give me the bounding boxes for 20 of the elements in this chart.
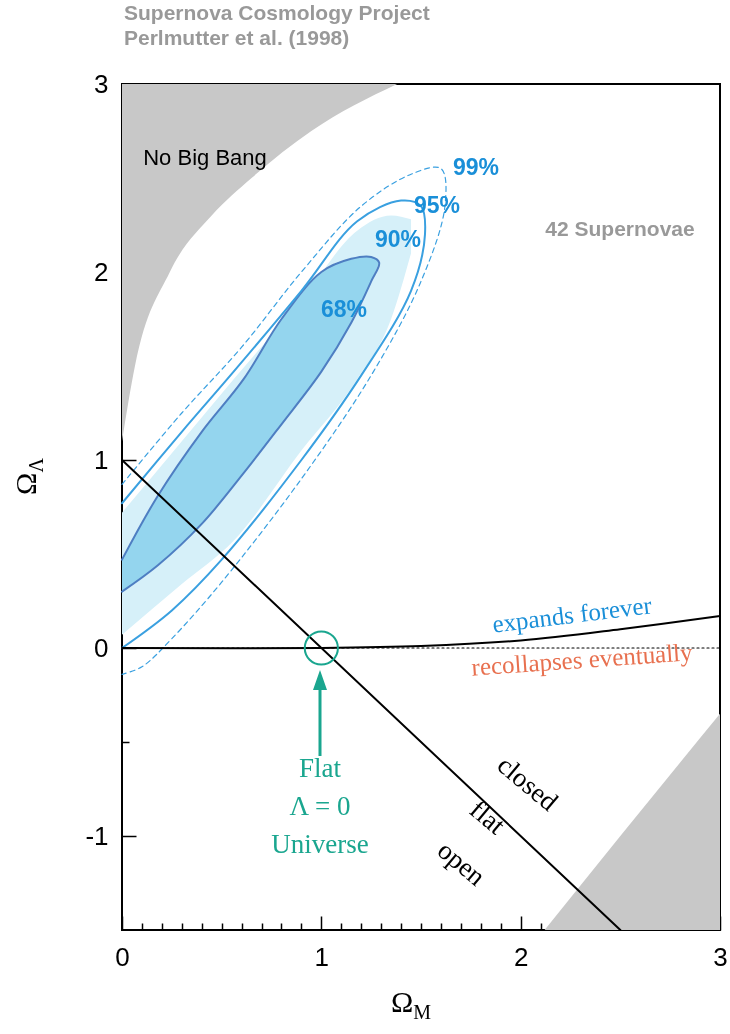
y-tick-label: 1 — [94, 444, 109, 475]
annotation: open — [431, 834, 492, 892]
annotation: 90% — [374, 226, 422, 252]
chart-title: Supernova Cosmology Project — [124, 1, 430, 24]
chart-subtitle: Perlmutter et al. (1998) — [124, 26, 350, 49]
annotation: 42 Supernovae — [545, 217, 695, 240]
x-axis-title: Ω$_{M}$ — [391, 985, 432, 1024]
x-tick-label: 2 — [513, 941, 529, 972]
y-tick-label: 3 — [94, 68, 109, 99]
annotation: Flat Λ = 0 Universe — [271, 753, 369, 859]
y-tick-label: 2 — [94, 256, 109, 287]
x-tick-label: 0 — [115, 941, 130, 972]
x-tick-label: 1 — [314, 941, 330, 972]
y-tick-label: -1 — [85, 820, 109, 851]
y-tick-label: 0 — [94, 632, 109, 663]
annotation: 99% — [452, 154, 500, 180]
x-tick-label: 3 — [713, 941, 728, 972]
annotation: recollapses eventually — [470, 638, 694, 681]
annotation: expands forever — [490, 591, 654, 638]
annotation: No Big Bang — [143, 145, 267, 170]
